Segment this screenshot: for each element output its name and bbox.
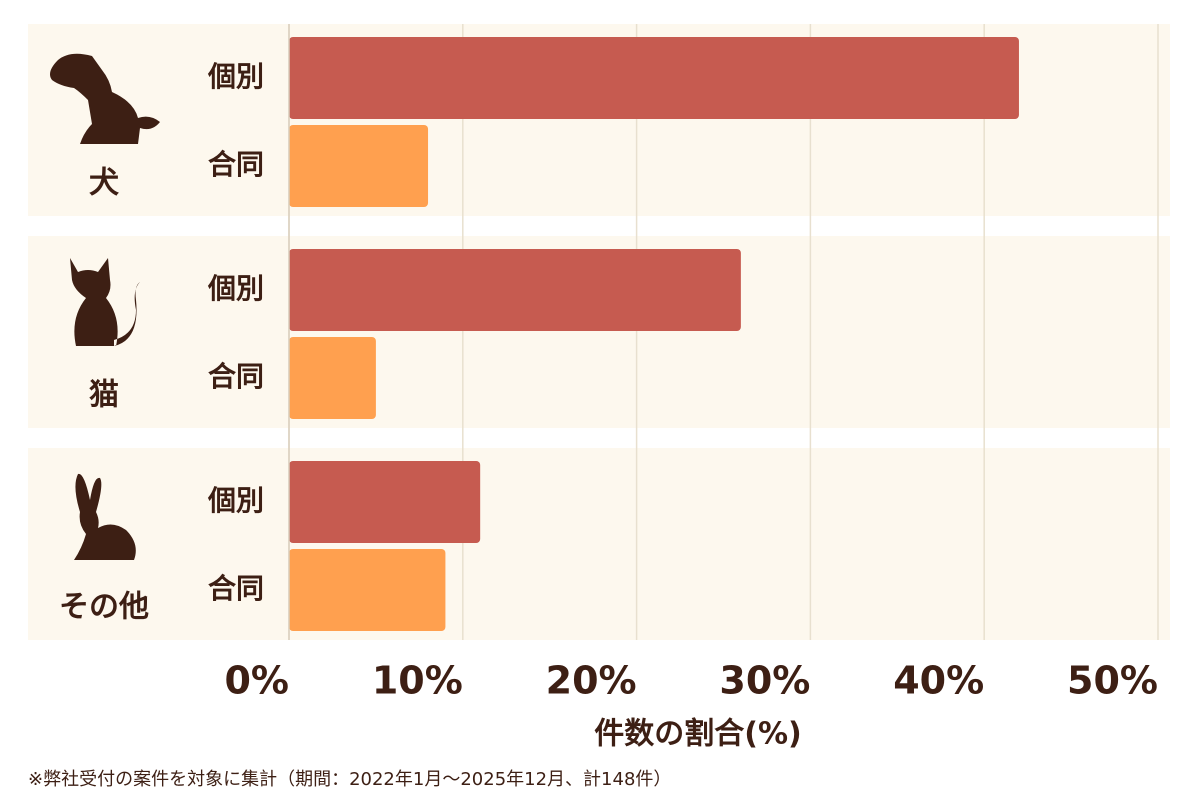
bar — [289, 549, 446, 631]
x-tick-label: 20% — [546, 659, 637, 703]
dog-icon — [50, 53, 160, 144]
bar — [289, 249, 741, 331]
bar-label: 個別 — [207, 60, 264, 93]
bar-label: 個別 — [207, 272, 264, 305]
panel — [28, 448, 1170, 640]
group-label: 猫 — [89, 378, 119, 413]
bar-label: 個別 — [207, 484, 264, 517]
x-tick-label: 30% — [719, 659, 810, 703]
bar-label: 合同 — [208, 572, 264, 605]
bar — [289, 125, 429, 207]
bar-label: 合同 — [208, 148, 264, 181]
bar-label: 合同 — [208, 360, 264, 393]
x-tick-label: 40% — [893, 659, 984, 703]
x-tick-label: 0% — [224, 659, 289, 703]
group-label: 犬 — [89, 166, 119, 201]
rabbit-icon — [74, 473, 136, 560]
footnote: ※弊社受付の案件を対象に集計（期間：2022年1月〜2025年12月、計148件… — [28, 769, 671, 790]
x-tick-label: 50% — [1067, 659, 1158, 703]
x-tick-label: 10% — [372, 659, 463, 703]
bars — [289, 37, 1019, 631]
bar — [289, 461, 481, 543]
x-axis-title: 件数の割合(%) — [594, 717, 801, 752]
bar — [289, 337, 376, 419]
cat-icon — [70, 258, 140, 346]
icons — [50, 53, 160, 560]
bar — [289, 37, 1019, 119]
group-label: その他 — [59, 590, 149, 625]
